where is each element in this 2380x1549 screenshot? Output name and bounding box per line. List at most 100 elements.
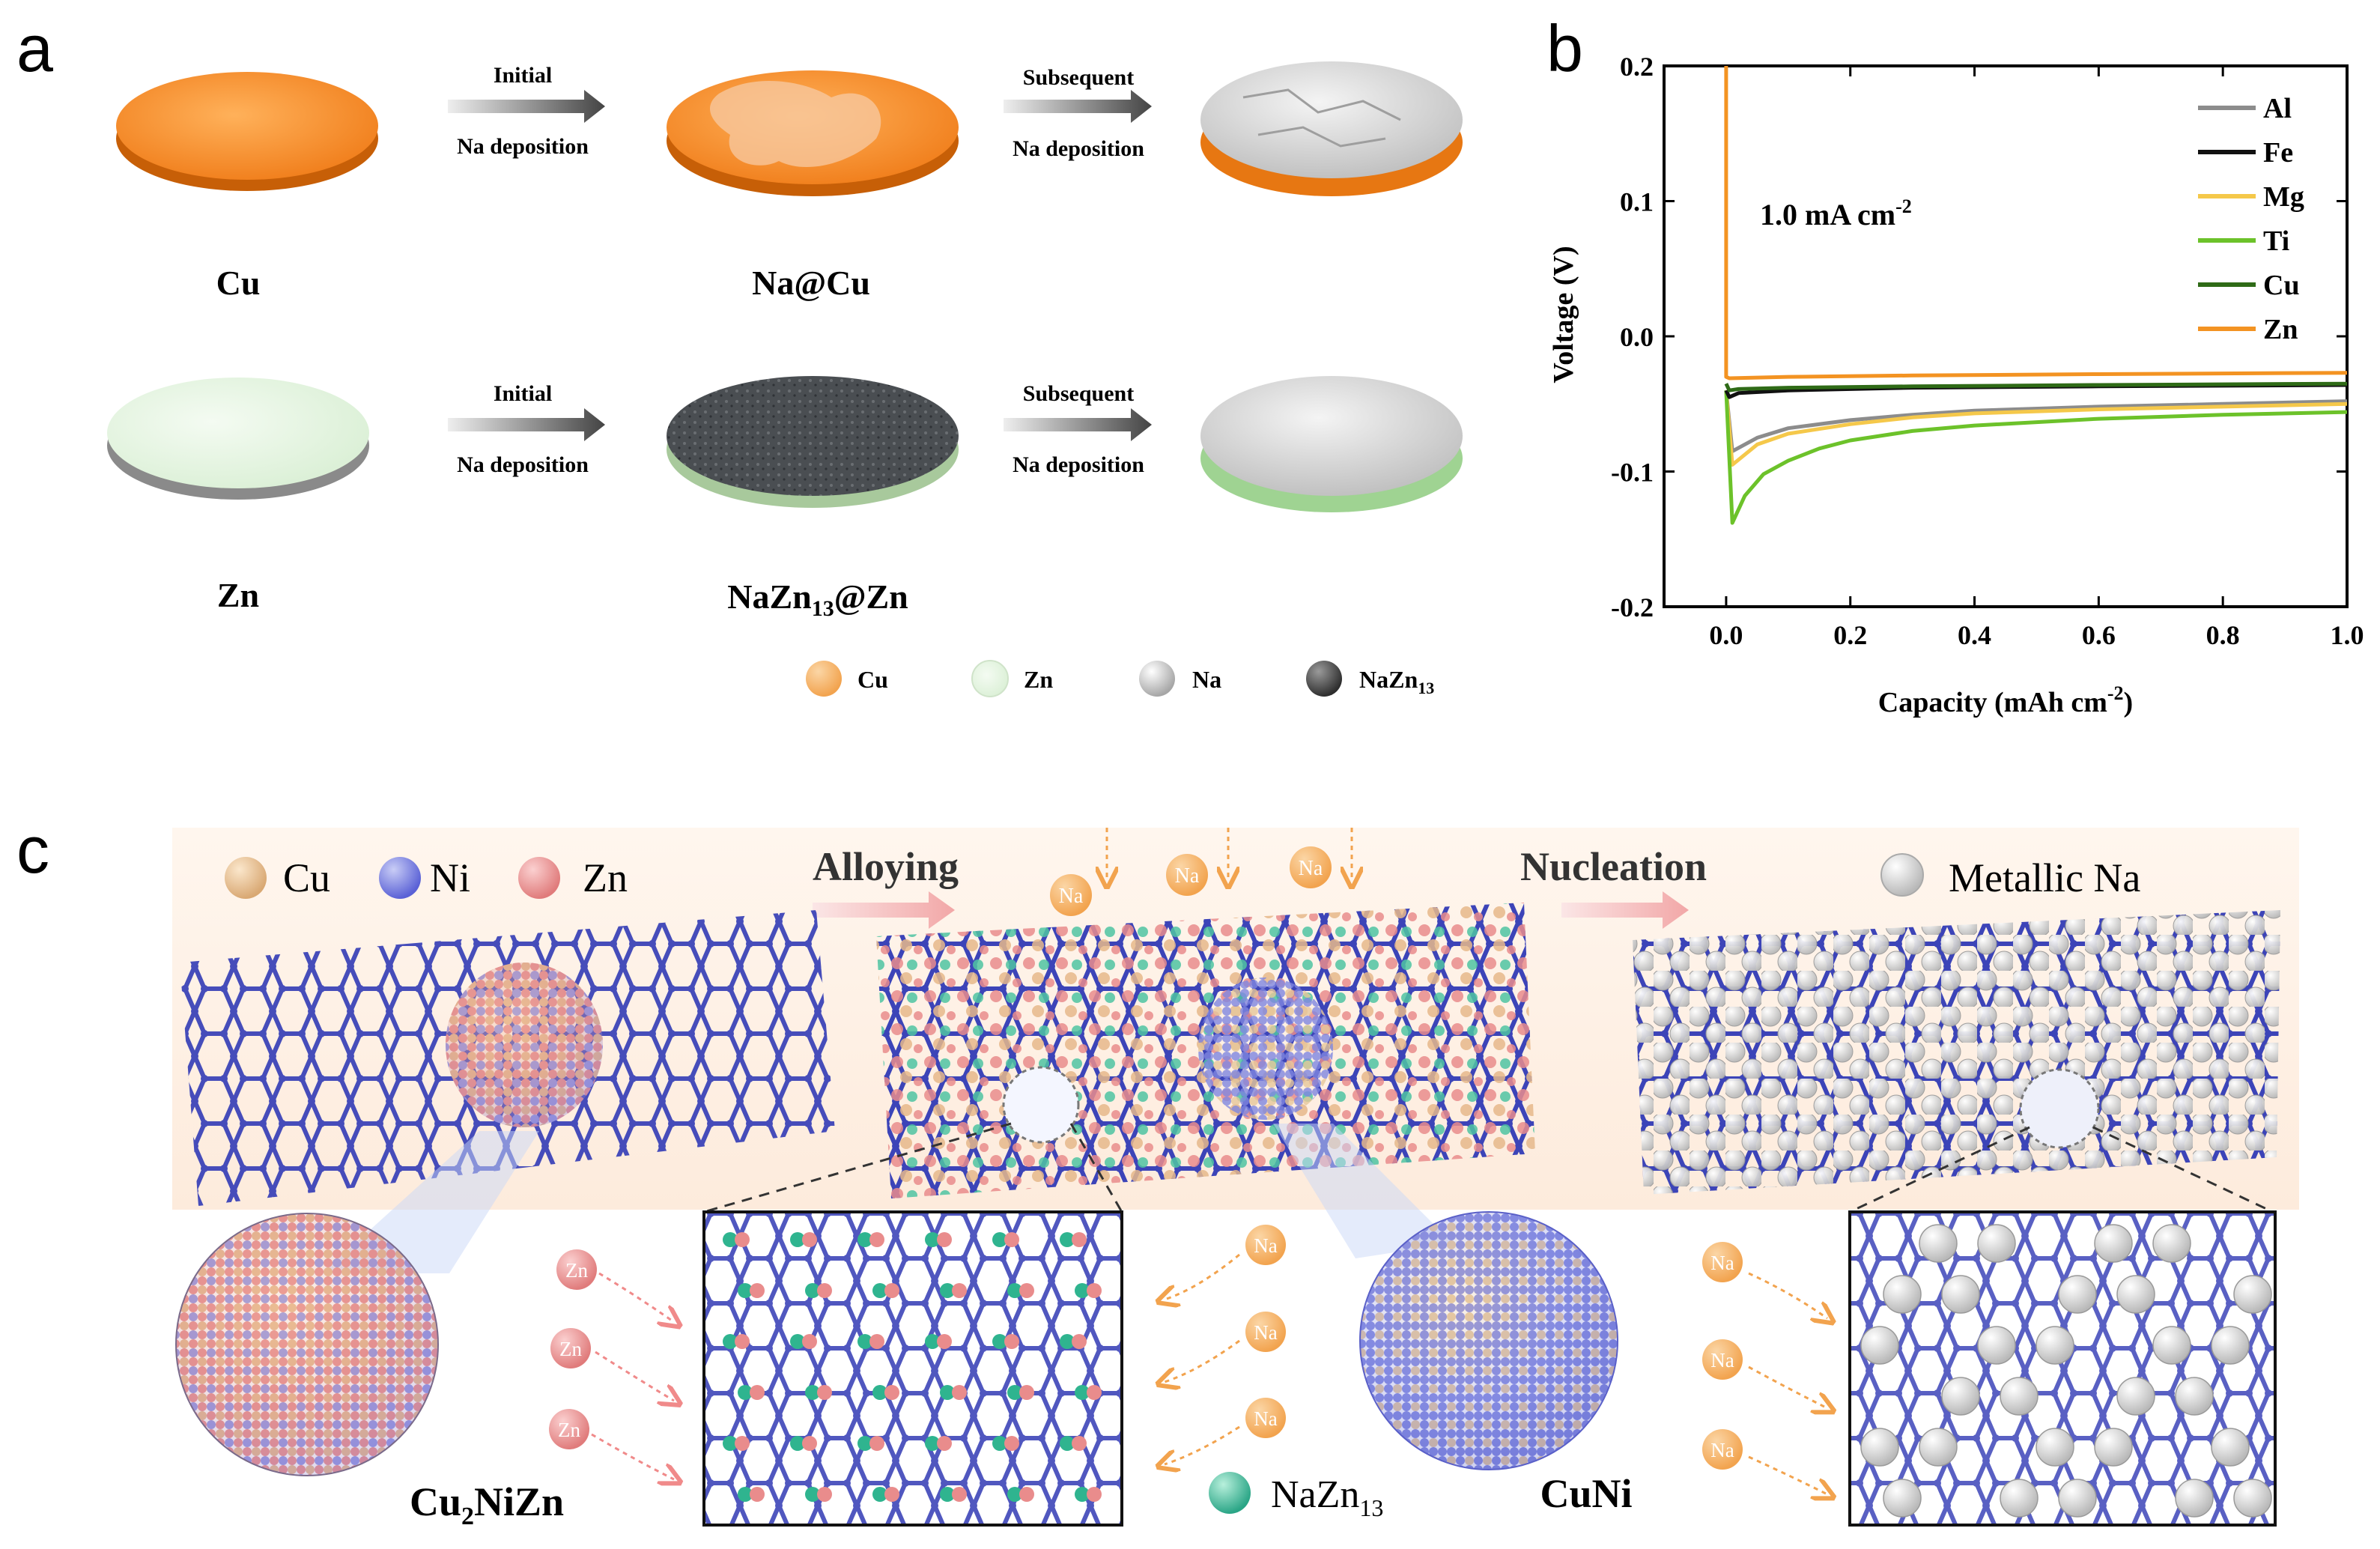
legend-nazn13-swatch [1306, 661, 1342, 697]
na-ion-r1-label: Na [1710, 1252, 1734, 1274]
nazn13-atom-30 [925, 1334, 940, 1349]
metallic-na-atom-16 [2116, 1377, 2155, 1416]
na-ion-m2-label: Na [1254, 1321, 1277, 1344]
zn-subsequent-arrow [1004, 408, 1152, 441]
nazn13-atom-5 [869, 1232, 884, 1247]
nazn13-atom-39 [817, 1385, 832, 1400]
y-axis-ticks: -0.2 -0.1 0.0 0.1 0.2 [1611, 52, 2347, 622]
x-axis-label: Capacity (mAh cm-2) [1878, 682, 2133, 718]
zoom-line-right-right [2092, 1126, 2274, 1213]
metallic-na-atom-7 [2116, 1275, 2155, 1314]
nazn13-atom-52 [857, 1436, 872, 1451]
legend-c-ni-swatch [379, 857, 421, 899]
nazn13-atom-60 [738, 1487, 753, 1502]
nazn13-atom-29 [869, 1334, 884, 1349]
legend-label-fe: Fe [2263, 137, 2293, 169]
y-tick-label-4: 0.2 [1620, 52, 1654, 82]
y-tick-label-3: 0.1 [1620, 187, 1654, 217]
nazn13-atom-4 [857, 1232, 872, 1247]
metallic-na-atom-1 [1977, 1224, 2016, 1263]
na-ion-2-label: Na [1175, 864, 1200, 888]
nazn13-swatch [1209, 1472, 1251, 1514]
legend-na-label: Na [1192, 666, 1221, 693]
metallic-na-atom-12 [2152, 1326, 2191, 1365]
zn-subsequent-step-line2: Na deposition [1013, 452, 1144, 477]
nazn13-atom-40 [872, 1385, 887, 1400]
cu-substrate-disk [116, 72, 378, 191]
nazn13-atom-43 [952, 1385, 967, 1400]
metallic-na-atom-0 [1919, 1224, 1958, 1263]
nazn13-atom-44 [1007, 1385, 1022, 1400]
zn-initial-step-line2: Na deposition [457, 452, 589, 477]
metallic-na-atom-8 [2233, 1275, 2272, 1314]
y-tick-label-2: 0.0 [1620, 322, 1654, 352]
legend-nazn13-label: NaZn13 [1359, 666, 1434, 697]
nazn13-atom-15 [817, 1283, 832, 1298]
nazn13-atom-71 [1087, 1487, 1102, 1502]
legend-c-zn-swatch [518, 857, 560, 899]
x-tick-label-3: 0.6 [2082, 620, 2116, 650]
nazn13-atom-53 [869, 1436, 884, 1451]
zn-ion-2-label: Zn [559, 1338, 582, 1360]
nazn13-atom-2 [790, 1232, 805, 1247]
cu2nizn-label: Cu2NiZn [410, 1479, 564, 1530]
x-tick-label-1: 0.2 [1833, 620, 1867, 650]
plot-frame [1663, 64, 2349, 608]
cu-subsequent-step-line1: Subsequent [1023, 65, 1134, 90]
nazn13-atom-12 [738, 1283, 753, 1298]
legend-zn-label: Zn [1024, 666, 1053, 693]
na-at-cu-disk [667, 70, 959, 196]
voltage-capacity-chart: -0.2 -0.1 0.0 0.1 0.2 0.0 0.2 0.4 0.6 0.8 1.0 Al F… [1548, 52, 2364, 718]
zn-initial-step-line1: Initial [494, 381, 552, 406]
cuni-label: CuNi [1540, 1471, 1632, 1516]
nazn13-atom-35 [1072, 1334, 1087, 1349]
cu-initial-step-line1: Initial [494, 63, 552, 88]
y-axis-label: Voltage (V) [1548, 246, 1579, 383]
nazn13-atom-69 [1019, 1487, 1034, 1502]
legend-c-cu-label: Cu [283, 855, 330, 900]
nazn13-atom-34 [1060, 1334, 1075, 1349]
zoom-circle-right [2019, 1068, 2100, 1149]
panel-c-legend: Cu Ni Zn [225, 855, 628, 900]
nazn13-atom-14 [805, 1283, 820, 1298]
nazn13-atom-61 [750, 1487, 765, 1502]
x-tick-label-4: 0.8 [2206, 620, 2240, 650]
series-line-mg [1724, 389, 2348, 467]
nucleation-arrow [1561, 891, 1689, 929]
nazn13-atom-11 [1072, 1232, 1087, 1247]
metallic-na-atom-6 [2058, 1275, 2097, 1314]
panel-letter-c: c [16, 813, 49, 887]
alloying-arrow [813, 891, 955, 929]
cu-initial-step-line2: Na deposition [457, 134, 589, 159]
cnt-tube-left [180, 910, 835, 1206]
legend-zn-swatch [971, 660, 1009, 697]
nazn13-atom-21 [1019, 1283, 1034, 1298]
x-tick-label-0: 0.0 [1709, 620, 1743, 650]
metallic-na-atom-9 [1860, 1326, 1899, 1365]
nazn13-atom-41 [884, 1385, 899, 1400]
y-tick-label-1: -0.1 [1611, 458, 1654, 488]
na-on-cu-final-disk [1200, 61, 1463, 196]
zoom-line-right-left [1849, 1126, 2030, 1213]
nazn13-atom-68 [1007, 1487, 1022, 1502]
nazn13-atom-0 [723, 1232, 738, 1247]
alloying-step-label: Alloying [813, 844, 959, 889]
metallic-na-atom-2 [2094, 1224, 2133, 1263]
metallic-na-atom-24 [2000, 1479, 2039, 1518]
metallic-na-atom-20 [2036, 1428, 2074, 1467]
y-tick-label-0: -0.2 [1611, 592, 1654, 622]
zn-ions: Zn Zn Zn [549, 1249, 674, 1479]
nazn13-atom-37 [750, 1385, 765, 1400]
falling-na-ions: Na Na Na [1050, 828, 1352, 916]
cnt-tube-middle [876, 903, 1535, 1198]
zn-ion-3-label: Zn [558, 1419, 580, 1441]
nazn13-atom-65 [884, 1487, 899, 1502]
nazn13-label: NaZn13 [1271, 1473, 1383, 1521]
metallic-na-atom-5 [1941, 1275, 1980, 1314]
nazn13-atom-55 [937, 1436, 952, 1451]
nazn13-atom-28 [857, 1334, 872, 1349]
legend-label-al: Al [2263, 93, 2292, 124]
nazn13-atom-13 [750, 1283, 765, 1298]
